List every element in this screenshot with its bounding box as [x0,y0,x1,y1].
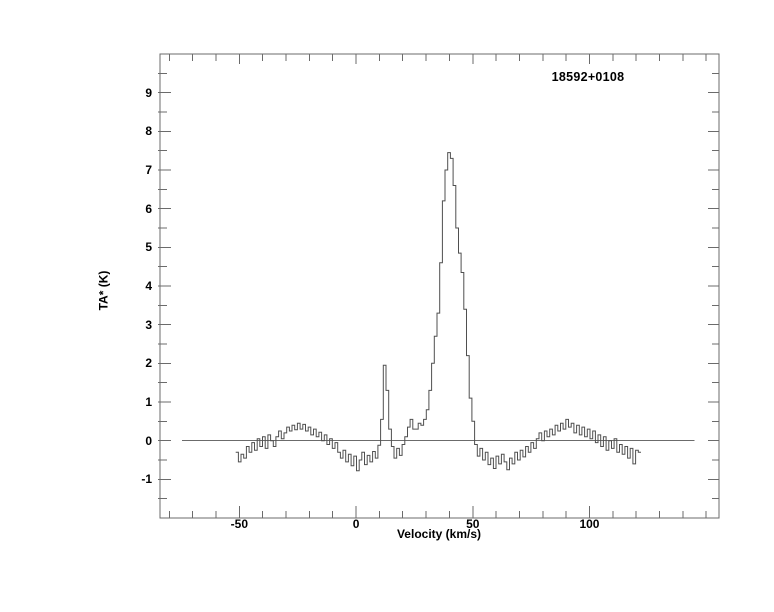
x-tick-label: -50 [230,517,249,531]
x-tick-label: 100 [579,517,600,531]
y-tick-label: 8 [145,124,152,139]
y-tick-label: 4 [145,279,152,293]
x-axis-label: Velocity (km/s) [396,527,482,541]
x-tick-label: 50 [466,517,480,531]
axis-ticks [158,54,719,518]
x-tick-label: 0 [352,517,360,531]
spectrum-line [235,152,641,472]
source-label: 18592+0108 [551,70,625,84]
y-tick-label: 7 [145,163,152,177]
y-tick-label: 2 [145,356,152,371]
y-tick-label: 0 [145,433,152,448]
y-tick-label: 1 [145,395,152,409]
y-tick-label: 9 [145,85,152,100]
y-axis-label: TA* (K) [96,270,111,311]
y-tick-label: 6 [145,201,152,216]
y-tick-label: -1 [141,472,152,487]
y-tick-label: 5 [145,240,152,255]
y-tick-label: 3 [145,317,152,332]
